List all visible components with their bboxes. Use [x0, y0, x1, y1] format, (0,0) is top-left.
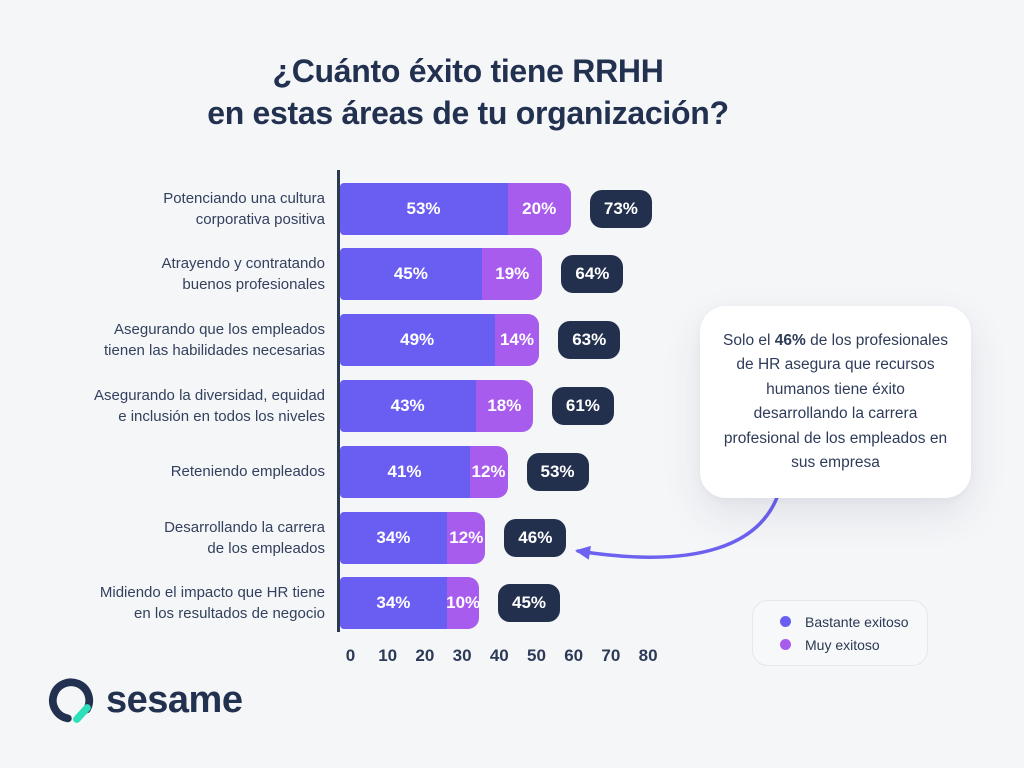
segment-value: 18%: [487, 395, 522, 415]
total-badge: 45%: [497, 584, 561, 623]
x-tick-label: 40: [489, 646, 509, 665]
category-label: Asegurando la diversidad, equidad e incl…: [94, 386, 325, 425]
callout-text-prefix: Solo el: [723, 331, 775, 349]
bar-segment-muy-exitoso: 10%: [446, 577, 481, 630]
bar: 34% 10% 45%: [339, 577, 561, 630]
bar: 49% 14% 63%: [339, 314, 621, 367]
segment-value: 19%: [495, 264, 530, 284]
category-label: Potenciando una cultura corporativa posi…: [163, 189, 325, 228]
page-title-line-2: en estas áreas de tu organización?: [207, 95, 729, 131]
bar-segment-bastante-exitoso: 49%: [339, 314, 495, 367]
segment-value: 10%: [446, 593, 481, 613]
bar-segment-muy-exitoso: 20%: [507, 182, 571, 235]
sesame-logo-mark-icon: [48, 678, 94, 723]
callout-text-suffix: de los profesionales de HR asegura que r…: [723, 331, 948, 472]
page-title-line-1: ¿Cuánto éxito tiene RRHH: [272, 53, 664, 89]
segment-value: 34%: [376, 593, 411, 613]
segment-value: 12%: [471, 461, 506, 481]
legend-label: Muy exitoso: [805, 636, 880, 653]
x-tick-label: 20: [415, 646, 435, 665]
total-badge: 73%: [589, 189, 652, 228]
logo-text: sesame: [106, 679, 243, 721]
category-label: Reteniendo empleados: [170, 463, 325, 481]
x-tick-label: 70: [601, 646, 621, 665]
segment-value: 43%: [390, 395, 425, 415]
category-label: Atrayendo y contratando buenos profesion…: [161, 255, 325, 294]
segment-value: 20%: [522, 198, 557, 218]
total-badge: 61%: [551, 386, 614, 425]
legend-item: Bastante exitoso: [780, 614, 927, 630]
x-tick-label: 60: [564, 646, 584, 665]
callout-highlight: 46%: [774, 331, 806, 349]
x-axis-ticks: 0 10 20 30 40 50 60 70 80: [338, 646, 668, 670]
total-badge: 46%: [504, 518, 567, 557]
bar: 43% 18% 61%: [339, 379, 614, 432]
bar-segment-muy-exitoso: 12%: [447, 511, 486, 564]
bar: 45% 19% 64%: [339, 248, 624, 301]
bar: 34% 12% 46%: [339, 511, 567, 564]
segment-value: 49%: [400, 330, 435, 350]
callout-box: Solo el 46% de los profesionales de HR a…: [700, 306, 971, 498]
x-tick-label: 50: [527, 646, 546, 665]
bar-segment-muy-exitoso: 12%: [469, 445, 508, 498]
bar-segment-muy-exitoso: 14%: [494, 314, 540, 367]
bar-segment-muy-exitoso: 19%: [482, 248, 543, 301]
x-tick-label: 0: [345, 646, 356, 665]
category-label: Desarrollando la carrera de los empleado…: [164, 518, 325, 557]
sesame-logo: sesame: [44, 674, 243, 726]
legend-dot-icon: [780, 639, 791, 650]
category-label: Asegurando que los empleados tienen las …: [104, 321, 325, 360]
category-label: Midiendo el impacto que HR tiene en los …: [99, 584, 325, 623]
segment-value: 45%: [393, 264, 428, 284]
bar-segment-bastante-exitoso: 34%: [339, 511, 448, 564]
x-tick-label: 10: [378, 646, 398, 665]
bar-segment-muy-exitoso: 18%: [475, 379, 533, 432]
callout-text: Solo el 46% de los profesionales de HR a…: [718, 329, 953, 476]
segment-value: 53%: [406, 198, 441, 218]
bar-segment-bastante-exitoso: 43%: [339, 379, 476, 432]
x-tick-label: 30: [452, 646, 472, 665]
page-title: ¿Cuánto éxito tiene RRHH en estas áreas …: [0, 50, 936, 134]
legend: Bastante exitoso Muy exitoso: [752, 600, 928, 666]
bar-segment-bastante-exitoso: 41%: [339, 445, 470, 498]
segment-value: 14%: [499, 330, 534, 350]
segment-value: 34%: [376, 527, 411, 547]
x-tick-label: 80: [638, 646, 658, 665]
bar-segment-bastante-exitoso: 53%: [339, 182, 508, 235]
total-badge: 64%: [561, 255, 624, 294]
legend-dot-icon: [780, 616, 791, 627]
bar-segment-bastante-exitoso: 34%: [339, 577, 448, 630]
bar: 53% 20% 73%: [339, 182, 652, 235]
bar: 41% 12% 53%: [339, 445, 589, 498]
legend-label: Bastante exitoso: [805, 613, 909, 630]
bar-segment-bastante-exitoso: 45%: [339, 248, 483, 301]
total-badge: 53%: [526, 452, 589, 491]
segment-value: 41%: [387, 461, 422, 481]
total-badge: 63%: [558, 321, 621, 360]
y-axis-line: [337, 170, 340, 632]
segment-value: 12%: [449, 527, 484, 547]
legend-item: Muy exitoso: [780, 637, 927, 653]
